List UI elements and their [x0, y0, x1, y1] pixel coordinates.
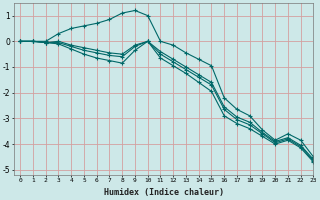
- X-axis label: Humidex (Indice chaleur): Humidex (Indice chaleur): [104, 188, 224, 197]
